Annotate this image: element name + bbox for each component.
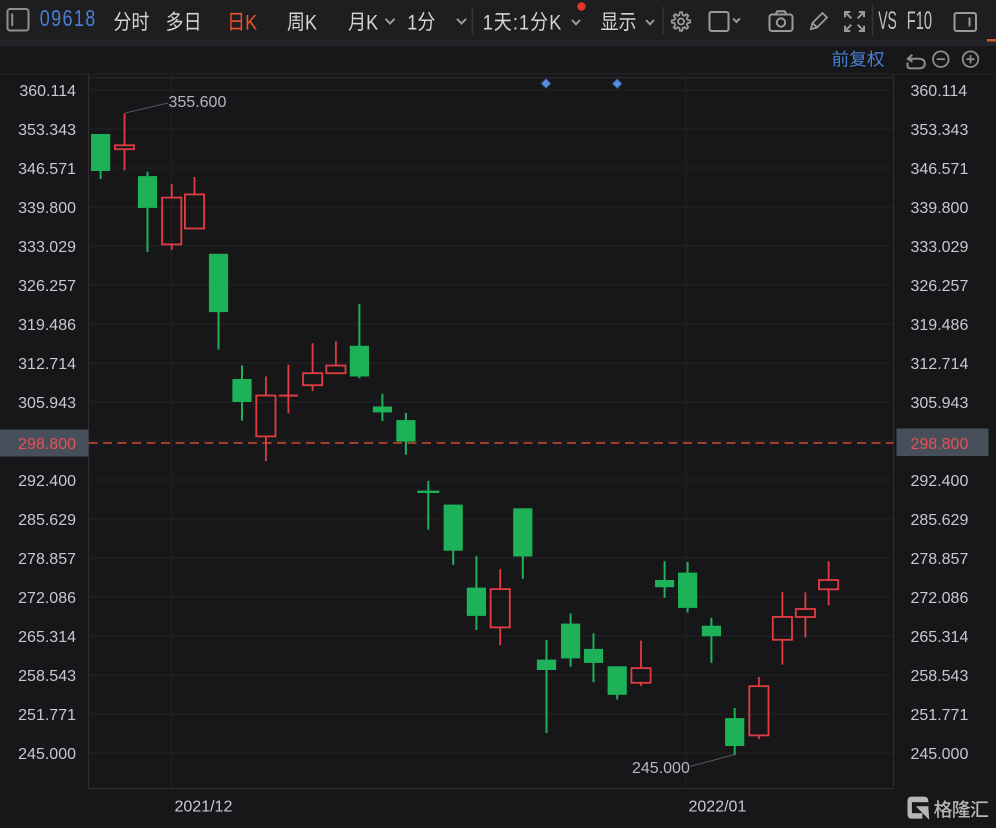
- svg-text:K: K: [305, 11, 317, 35]
- svg-text:319.486: 319.486: [911, 317, 969, 334]
- svg-text:285.629: 285.629: [911, 512, 969, 529]
- svg-text:298.800: 298.800: [18, 436, 76, 453]
- svg-text:339.800: 339.800: [911, 200, 969, 217]
- svg-text:360.114: 360.114: [911, 83, 968, 100]
- svg-text:346.571: 346.571: [911, 161, 969, 178]
- svg-text:265.314: 265.314: [18, 629, 76, 646]
- svg-text:278.857: 278.857: [911, 551, 969, 568]
- svg-text:272.086: 272.086: [18, 590, 76, 607]
- svg-text:326.257: 326.257: [18, 278, 76, 295]
- svg-text:245.000: 245.000: [911, 746, 969, 763]
- svg-text:VS: VS: [878, 7, 897, 35]
- svg-text:258.543: 258.543: [18, 668, 76, 685]
- svg-text:F10: F10: [907, 7, 932, 35]
- svg-text:305.943: 305.943: [18, 395, 76, 412]
- svg-text:333.029: 333.029: [18, 239, 76, 256]
- svg-text:292.400: 292.400: [18, 473, 76, 490]
- svg-text:319.486: 319.486: [18, 317, 76, 334]
- svg-text:245.000: 245.000: [632, 760, 690, 777]
- svg-text:312.714: 312.714: [18, 356, 76, 373]
- svg-text:353.343: 353.343: [18, 122, 76, 139]
- svg-text:355.600: 355.600: [169, 94, 227, 111]
- svg-text::: :: [513, 11, 518, 35]
- svg-text:2021/12: 2021/12: [175, 799, 233, 816]
- svg-text:K: K: [549, 11, 561, 35]
- svg-text:251.771: 251.771: [911, 707, 969, 724]
- svg-text:2022/01: 2022/01: [689, 799, 747, 816]
- svg-text:09618: 09618: [40, 6, 97, 31]
- svg-text:258.543: 258.543: [911, 668, 969, 685]
- svg-text:346.571: 346.571: [18, 161, 76, 178]
- svg-text:305.943: 305.943: [911, 395, 969, 412]
- svg-text:1: 1: [519, 11, 529, 35]
- svg-text:326.257: 326.257: [911, 278, 969, 295]
- svg-text:312.714: 312.714: [911, 356, 969, 373]
- svg-text:298.800: 298.800: [911, 436, 969, 453]
- svg-text:1: 1: [407, 11, 417, 35]
- svg-text:1: 1: [483, 11, 493, 35]
- svg-text:333.029: 333.029: [911, 239, 969, 256]
- svg-text:265.314: 265.314: [911, 629, 969, 646]
- svg-text:K: K: [366, 11, 378, 35]
- svg-text:K: K: [245, 11, 257, 35]
- svg-text:353.343: 353.343: [911, 122, 969, 139]
- svg-text:278.857: 278.857: [18, 551, 76, 568]
- svg-text:360.114: 360.114: [19, 83, 76, 100]
- svg-text:251.771: 251.771: [18, 707, 76, 724]
- svg-text:245.000: 245.000: [18, 746, 76, 763]
- svg-text:272.086: 272.086: [911, 590, 969, 607]
- svg-text:285.629: 285.629: [18, 512, 76, 529]
- svg-text:292.400: 292.400: [911, 473, 969, 490]
- svg-text:339.800: 339.800: [18, 200, 76, 217]
